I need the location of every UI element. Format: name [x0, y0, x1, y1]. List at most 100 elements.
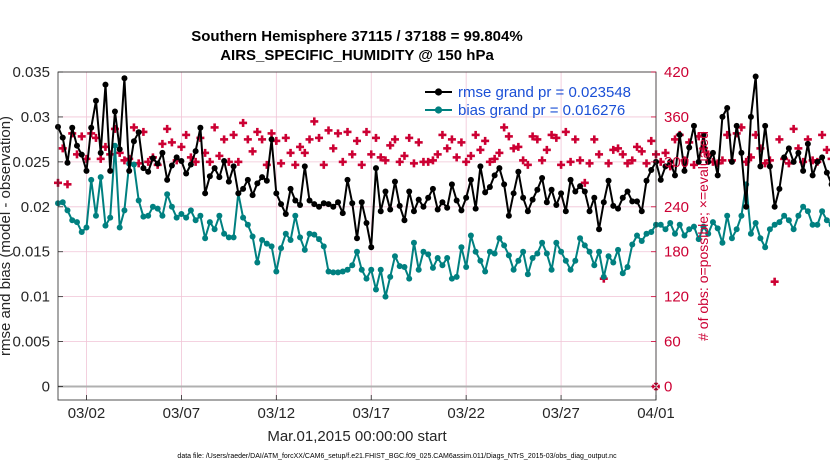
bias-point: [311, 231, 318, 238]
rmse-point: [477, 163, 484, 170]
obs-possible-marker: [120, 156, 129, 165]
rmse-point: [335, 199, 342, 206]
bias-point: [501, 242, 508, 249]
y-axis-right-label: # of obs: o=possible; ×=evaluated: [695, 131, 711, 341]
obs-possible-marker: [167, 138, 176, 147]
rmse-point: [135, 129, 142, 136]
rmse-point: [221, 157, 228, 164]
rmse-point: [178, 157, 185, 164]
obs-possible-marker: [329, 144, 338, 153]
rmse-point: [567, 176, 574, 183]
rmse-point: [823, 169, 830, 176]
rmse-point: [254, 180, 261, 187]
rmse-point: [282, 210, 289, 217]
y-tick-label: 0.01: [21, 289, 50, 306]
bias-point: [472, 248, 479, 255]
rmse-point: [292, 197, 299, 204]
rmse-point: [486, 184, 493, 191]
obs-possible-marker: [689, 160, 698, 169]
obs-possible-marker: [552, 133, 561, 142]
obs-possible-marker: [547, 130, 556, 139]
bias-point: [629, 241, 636, 248]
rmse-point: [192, 148, 199, 155]
bias-point: [140, 213, 147, 220]
bias-point: [733, 226, 740, 233]
rmse-point: [92, 97, 99, 104]
bias-point: [69, 217, 76, 224]
rmse-point: [467, 176, 474, 183]
bias-point: [534, 250, 541, 257]
bias-point: [610, 259, 617, 266]
bias-point: [496, 235, 503, 242]
bias-point: [154, 205, 161, 212]
rmse-point: [330, 203, 337, 210]
bias-point: [339, 268, 346, 275]
bias-point: [505, 252, 512, 259]
rmse-point: [690, 122, 697, 129]
obs-possible-marker: [324, 126, 333, 135]
rmse-point: [154, 160, 161, 167]
rmse-point: [396, 202, 403, 209]
bias-point: [391, 253, 398, 260]
bias-point: [244, 221, 251, 228]
bias-point: [372, 286, 379, 293]
y-tick-label: 0.015: [12, 244, 50, 261]
rmse-point: [240, 185, 247, 192]
rmse-point: [249, 192, 256, 199]
obs-possible-marker: [371, 133, 380, 142]
bias-point: [168, 203, 175, 210]
bias-point: [458, 244, 465, 251]
bias-point: [130, 161, 137, 168]
legend-bias-label: bias grand pr = 0.016276: [458, 102, 625, 119]
bias-point: [259, 237, 266, 244]
rmse-point: [263, 177, 270, 184]
bias-point: [363, 275, 370, 282]
rmse-point: [686, 144, 693, 151]
bias-point: [292, 212, 299, 219]
rmse-point: [83, 167, 90, 174]
rmse-point: [819, 154, 826, 161]
obs-possible-marker: [523, 160, 532, 169]
obs-possible-marker: [433, 150, 442, 159]
bias-point: [539, 239, 546, 246]
obs-possible-marker: [319, 160, 328, 169]
rmse-point: [586, 208, 593, 215]
obs-possible-marker: [509, 144, 518, 153]
rmse-point: [667, 158, 674, 165]
bias-point: [301, 246, 308, 253]
bias-point: [728, 235, 735, 242]
bias-point: [515, 257, 522, 264]
bias-point: [387, 273, 394, 280]
rmse-point: [577, 183, 584, 190]
rmse-point: [671, 172, 678, 179]
bias-point: [164, 191, 171, 198]
obs-possible-marker: [210, 123, 219, 132]
bias-point: [178, 210, 185, 217]
bias-point: [197, 212, 204, 219]
obs-possible-marker: [466, 151, 475, 160]
x-tick-label: 03/27: [542, 405, 580, 422]
bias-point: [705, 230, 712, 237]
rmse-point: [624, 188, 631, 195]
bias-point: [776, 219, 783, 226]
bias-point: [638, 237, 645, 244]
obs-possible-marker: [215, 151, 224, 160]
bias-point: [358, 266, 365, 273]
bias-point: [757, 235, 764, 242]
chart-subtitle: AIRS_SPECIFIC_HUMIDITY @ 150 hPa: [220, 47, 494, 64]
obs-possible-marker: [158, 139, 167, 148]
bias-point: [823, 217, 830, 224]
rmse-point: [339, 210, 346, 217]
bias-point: [97, 174, 104, 181]
bias-point: [325, 268, 332, 275]
bias-point: [202, 235, 209, 242]
bias-point: [282, 230, 289, 237]
obs-possible-marker: [338, 157, 347, 166]
rmse-point: [325, 201, 332, 208]
bias-point: [240, 214, 247, 221]
rmse-point: [439, 199, 446, 206]
obs-possible-marker: [267, 129, 276, 138]
obs-possible-marker: [409, 159, 418, 168]
obs-possible-marker: [761, 159, 770, 168]
series-layer: [54, 73, 830, 391]
